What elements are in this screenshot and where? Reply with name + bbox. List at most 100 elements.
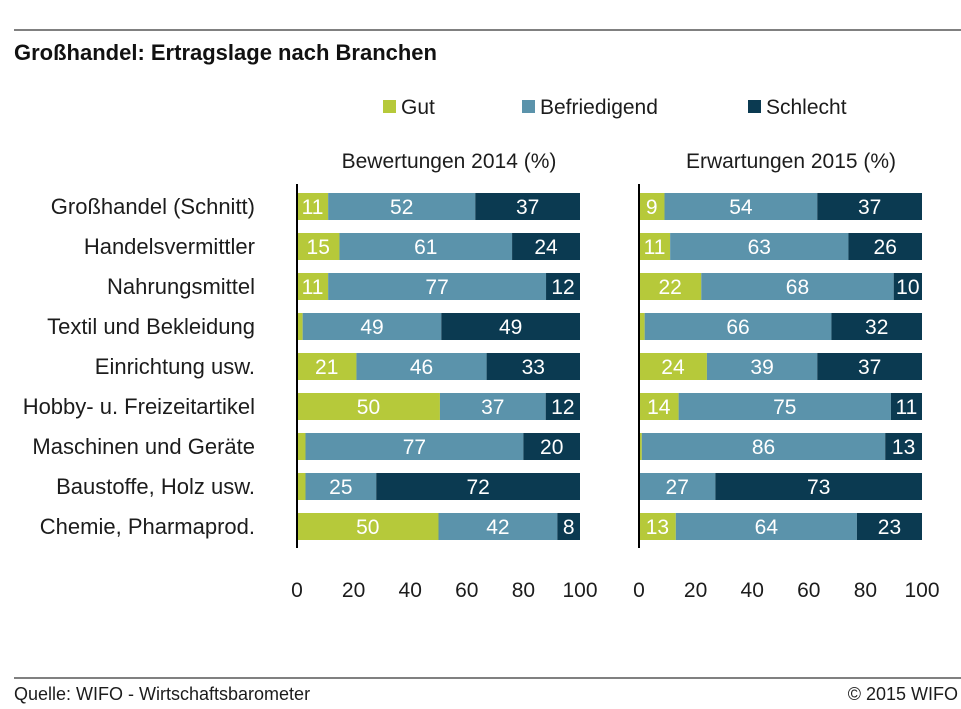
bar-segment-gut <box>297 513 439 540</box>
bar-segment-befriedigend <box>305 433 524 460</box>
x-tick-label: 0 <box>633 579 645 602</box>
bar-value-label-schlecht: 13 <box>892 436 915 459</box>
bar-value-label-befriedigend: 42 <box>486 516 509 539</box>
bar-value-label-befriedigend: 75 <box>773 396 796 419</box>
bar-row: 77 20 <box>297 433 580 460</box>
legend-swatch-befriedigend <box>522 100 535 113</box>
bar-segment-befriedigend <box>678 393 891 420</box>
legend-label-befriedigend: Befriedigend <box>540 96 658 119</box>
bar-row: 21 46 33 <box>297 353 580 380</box>
bar-value-label-schlecht: 37 <box>516 196 539 219</box>
bar-segment-schlecht <box>856 513 922 540</box>
bar-segment-schlecht <box>890 393 922 420</box>
category-label: Handelsvermittler <box>84 234 255 259</box>
legend-label-gut: Gut <box>401 96 435 119</box>
bar-value-label-befriedigend: 37 <box>481 396 504 419</box>
bar-row: 49 49 <box>297 313 580 340</box>
bar-value-label-schlecht: 23 <box>878 516 901 539</box>
bar-value-label-schlecht: 11 <box>896 396 918 419</box>
bar-value-label-gut: 11 <box>644 236 666 259</box>
bar-value-label-schlecht: 24 <box>534 236 558 259</box>
bar-segment-schlecht <box>557 513 580 540</box>
bar-segment-befriedigend <box>670 233 849 260</box>
bar-value-label-befriedigend: 61 <box>414 236 437 259</box>
bar-value-label-befriedigend: 25 <box>329 476 352 499</box>
bar-row: 13 64 23 <box>639 513 922 540</box>
bar-value-label-schlecht: 26 <box>874 236 897 259</box>
bar-row: 14 75 11 <box>639 393 922 420</box>
bar-segment-gut <box>639 393 679 420</box>
bar-segment-schlecht <box>715 473 922 500</box>
bar-segment-befriedigend <box>644 313 832 340</box>
category-label: Textil und Bekleidung <box>47 314 255 339</box>
bar-value-label-schlecht: 37 <box>858 196 881 219</box>
bar-segment-gut <box>297 473 306 500</box>
x-tick-label: 60 <box>455 579 478 602</box>
bar-segment-befriedigend <box>302 313 442 340</box>
bar-value-label-gut: 50 <box>356 516 379 539</box>
bar-value-label-gut: 14 <box>647 396 671 419</box>
bar-segment-schlecht <box>848 233 922 260</box>
bar-segment-befriedigend <box>701 273 894 300</box>
bar-segment-befriedigend <box>305 473 377 500</box>
bar-segment-gut <box>639 353 707 380</box>
category-label: Nahrungsmittel <box>107 274 255 299</box>
bar-value-label-gut: 13 <box>646 516 669 539</box>
bar-value-label-schlecht: 20 <box>540 436 563 459</box>
bar-value-label-befriedigend: 63 <box>748 236 771 259</box>
bar-value-label-befriedigend: 68 <box>786 276 809 299</box>
bar-segment-schlecht <box>817 193 922 220</box>
source-note: Quelle: WIFO - Wirtschaftsbarometer <box>14 684 310 704</box>
x-tick-label: 80 <box>854 579 877 602</box>
bar-row: 27 73 <box>639 473 922 500</box>
bar-segment-befriedigend <box>356 353 487 380</box>
x-tick-label: 100 <box>562 579 597 602</box>
bar-row: 50 37 12 <box>297 393 580 420</box>
bar-segment-befriedigend <box>339 233 513 260</box>
category-label: Großhandel (Schnitt) <box>51 194 255 219</box>
bar-segment-befriedigend <box>439 393 546 420</box>
legend: Gut Befriedigend Schlecht <box>383 96 847 119</box>
bar-value-label-befriedigend: 77 <box>425 276 448 299</box>
x-tick-label: 40 <box>399 579 422 602</box>
bar-row: 11 52 37 <box>297 193 580 220</box>
bar-value-label-gut: 24 <box>661 356 685 379</box>
bar-value-label-gut: 50 <box>357 396 380 419</box>
bar-row: 11 77 12 <box>297 273 580 300</box>
bar-value-label-schlecht: 12 <box>551 396 574 419</box>
bar-segment-schlecht <box>523 433 580 460</box>
bar-value-label-gut: 15 <box>307 236 330 259</box>
bar-segment-befriedigend <box>664 193 818 220</box>
bar-value-label-befriedigend: 27 <box>666 476 689 499</box>
bar-segment-gut <box>297 193 329 220</box>
bar-row: 50 42 8 <box>297 513 580 540</box>
legend-swatch-gut <box>383 100 396 113</box>
bar-segment-schlecht <box>486 353 580 380</box>
bar-segment-schlecht <box>831 313 922 340</box>
legend-item-gut: Gut <box>383 96 435 119</box>
bar-segment-befriedigend <box>675 513 857 540</box>
bar-segment-gut <box>639 313 645 340</box>
legend-item-schlecht: Schlecht <box>748 96 847 119</box>
chart-panels: Bewertungen 2014 (%) 11 52 37 15 61 24 11 77 12 49… <box>291 150 939 602</box>
category-label: Chemie, Pharmaprod. <box>40 514 255 539</box>
bar-value-label-befriedigend: 54 <box>729 196 753 219</box>
x-tick-label: 60 <box>797 579 820 602</box>
legend-item-befriedigend: Befriedigend <box>522 96 658 119</box>
bar-value-label-gut: 22 <box>658 276 681 299</box>
bar-segment-gut <box>297 353 357 380</box>
category-label: Maschinen und Geräte <box>32 434 255 459</box>
bar-value-label-befriedigend: 66 <box>726 316 749 339</box>
panel-1: Bewertungen 2014 (%) 11 52 37 15 61 24 11 77 12 49… <box>291 150 597 602</box>
copyright-note: © 2015 WIFO <box>848 684 958 704</box>
bar-value-label-gut: 9 <box>646 196 658 219</box>
bar-row: 25 72 <box>297 473 580 500</box>
bar-row: 24 39 37 <box>639 353 922 380</box>
category-label: Einrichtung usw. <box>95 354 255 379</box>
x-tick-label: 80 <box>512 579 535 602</box>
bar-segment-schlecht <box>817 353 922 380</box>
legend-swatch-schlecht <box>748 100 761 113</box>
bar-row: 9 54 37 <box>639 193 922 220</box>
panel-title: Erwartungen 2015 (%) <box>686 150 896 173</box>
